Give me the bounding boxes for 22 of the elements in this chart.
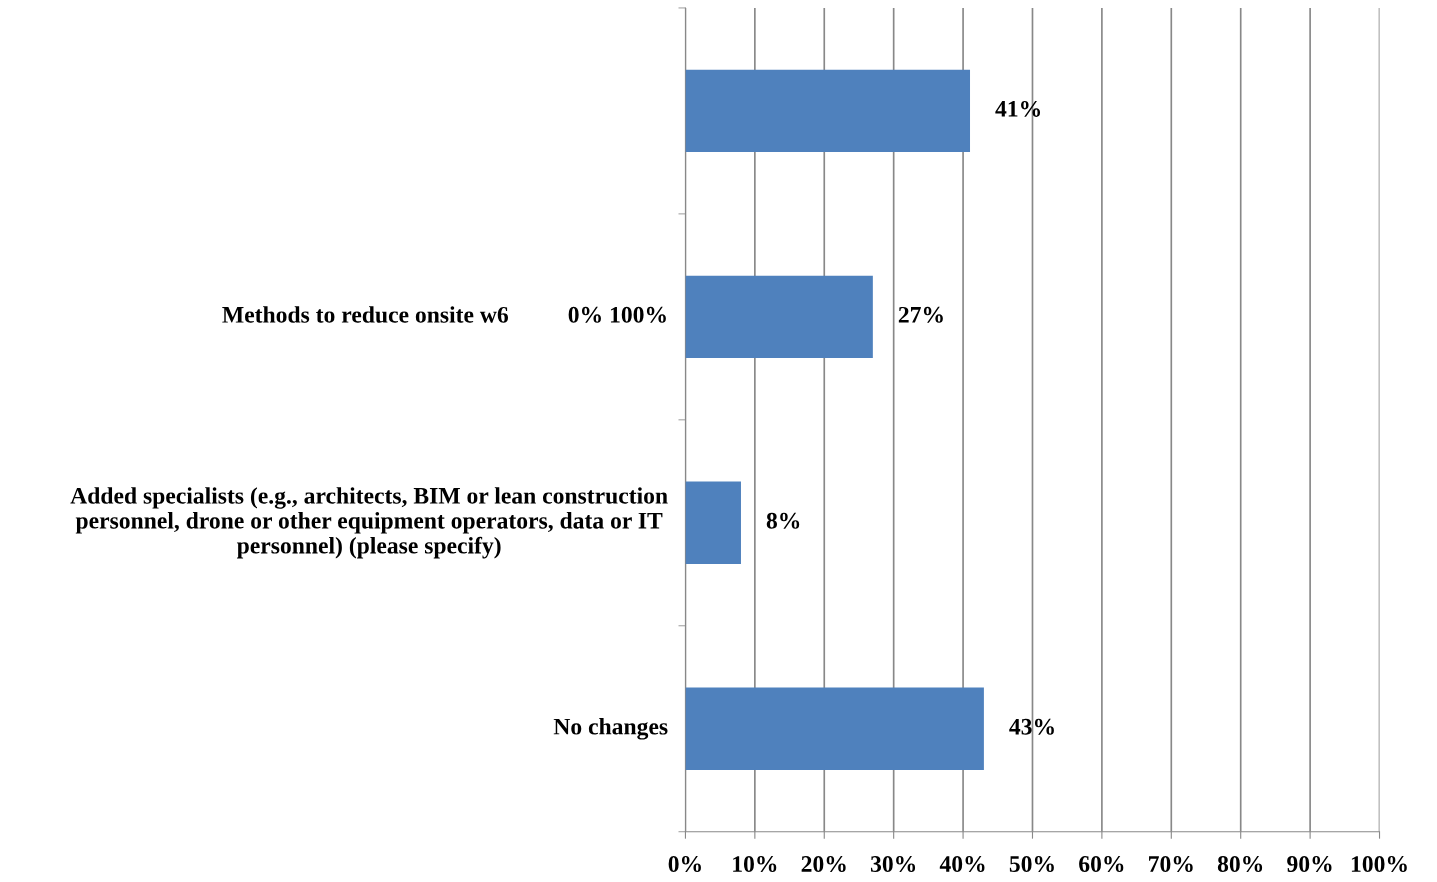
x-tick-label: 100%	[1351, 856, 1407, 873]
x-tick-label: 60%	[1079, 856, 1124, 873]
y-tick-label: Methods to reduce onsite w6 0% 100%	[222, 306, 666, 323]
bar	[685, 275, 873, 359]
x-tick-label: 10%	[733, 856, 777, 873]
x-tick-label: 50%	[1009, 856, 1054, 873]
x-tick-label: 70%	[1149, 856, 1193, 873]
bar	[685, 69, 971, 153]
data-label: 8%	[766, 512, 800, 529]
x-tick-label: 80%	[1217, 856, 1263, 873]
x-tick-label: 20%	[801, 856, 846, 873]
data-label: 27%	[898, 306, 943, 323]
data-label: 41%	[995, 100, 1041, 117]
x-tick-label: 90%	[1287, 856, 1332, 873]
x-tick-label: 40%	[939, 856, 985, 873]
bar	[685, 687, 984, 770]
x-tick-label: 30%	[870, 856, 916, 873]
bar	[685, 481, 741, 564]
x-tick-label: 0%	[668, 856, 701, 873]
y-tick-label: No changes	[553, 717, 668, 740]
y-tick-label: Added specialists (e.g., architects, BIM or lean construction personnel, drone or other equipment operators, data or IT personnel) (please specify)	[70, 487, 668, 559]
data-label: 43%	[1009, 718, 1054, 735]
